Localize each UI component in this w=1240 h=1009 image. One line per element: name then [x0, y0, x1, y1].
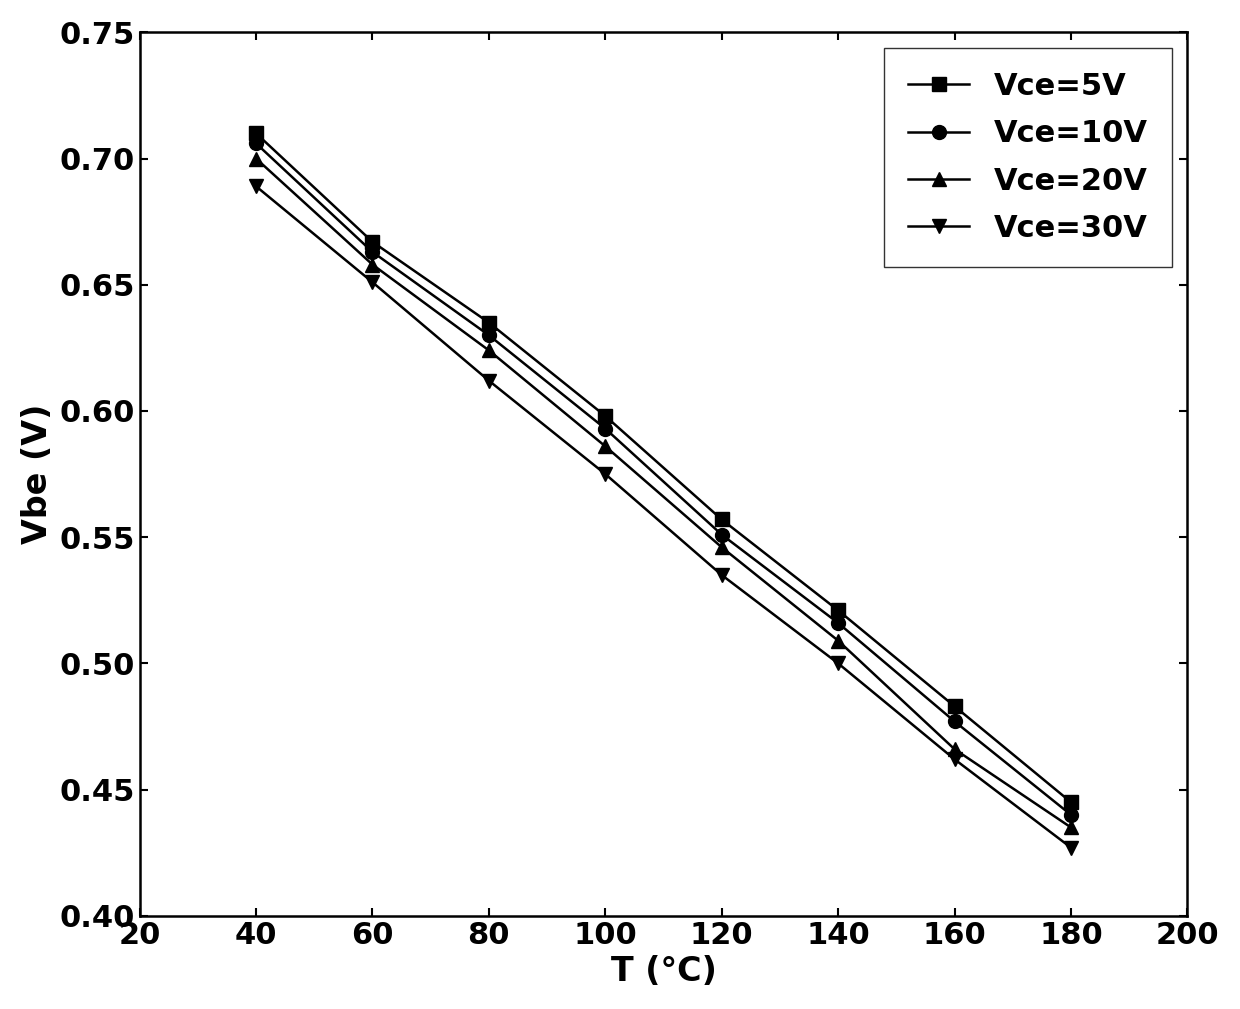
- Line: Vce=20V: Vce=20V: [249, 151, 1078, 834]
- Vce=10V: [248, 137, 263, 149]
- Vce=20V: [1064, 821, 1079, 833]
- Y-axis label: Vbe (V): Vbe (V): [21, 404, 53, 544]
- Vce=10V: [831, 616, 846, 629]
- Vce=20V: [598, 440, 613, 452]
- Vce=5V: [481, 317, 496, 329]
- Vce=20V: [365, 258, 379, 270]
- Vce=5V: [947, 700, 962, 712]
- Line: Vce=5V: Vce=5V: [249, 126, 1078, 809]
- Vce=20V: [831, 635, 846, 647]
- Vce=30V: [248, 181, 263, 193]
- Vce=5V: [598, 410, 613, 422]
- Vce=20V: [481, 344, 496, 356]
- Vce=20V: [947, 743, 962, 755]
- Vce=10V: [947, 715, 962, 727]
- Line: Vce=10V: Vce=10V: [249, 136, 1078, 821]
- Vce=5V: [714, 514, 729, 526]
- Line: Vce=30V: Vce=30V: [249, 180, 1078, 855]
- Vce=5V: [1064, 796, 1079, 808]
- Vce=5V: [831, 604, 846, 616]
- X-axis label: T (°C): T (°C): [610, 956, 717, 988]
- Vce=20V: [248, 152, 263, 164]
- Vce=5V: [365, 236, 379, 248]
- Vce=5V: [248, 127, 263, 139]
- Vce=20V: [714, 541, 729, 553]
- Vce=10V: [1064, 809, 1079, 821]
- Vce=10V: [714, 529, 729, 541]
- Vce=30V: [714, 569, 729, 581]
- Vce=10V: [365, 246, 379, 258]
- Vce=30V: [947, 753, 962, 765]
- Vce=30V: [1064, 842, 1079, 854]
- Vce=30V: [481, 374, 496, 386]
- Vce=30V: [831, 657, 846, 669]
- Vce=10V: [481, 329, 496, 341]
- Vce=30V: [598, 468, 613, 480]
- Vce=30V: [365, 276, 379, 289]
- Legend: Vce=5V, Vce=10V, Vce=20V, Vce=30V: Vce=5V, Vce=10V, Vce=20V, Vce=30V: [884, 47, 1172, 267]
- Vce=10V: [598, 423, 613, 435]
